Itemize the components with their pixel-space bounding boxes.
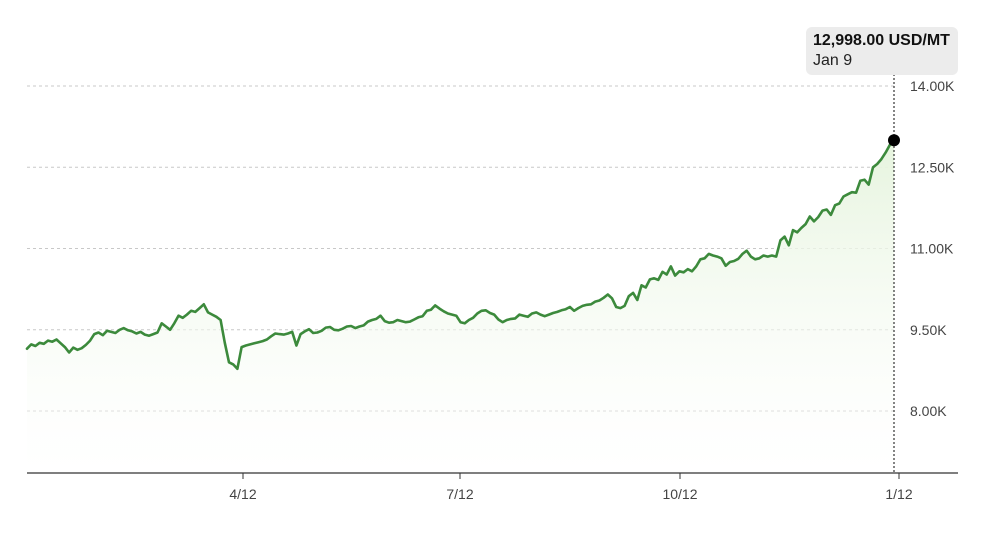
x-tick-label: 4/12	[229, 486, 256, 502]
y-tick-label: 11.00K	[910, 241, 954, 257]
x-tick-label: 1/12	[885, 486, 912, 502]
x-tick-label: 10/12	[662, 486, 697, 502]
area-fill	[27, 140, 894, 474]
price-line	[25, 139, 896, 371]
area-path	[27, 140, 894, 474]
y-tick-label: 14.00K	[910, 78, 955, 94]
y-tick-label: 8.00K	[910, 403, 947, 419]
x-tick-label: 7/12	[446, 486, 473, 502]
tooltip-value: 12,998.00 USD/MT	[813, 32, 950, 49]
y-tick-label: 12.50K	[910, 159, 955, 175]
y-axis-labels: 8.00K 9.50K 11.00K 12.50K 14.00K	[910, 78, 955, 419]
series-line	[25, 139, 896, 371]
tooltip-date: Jan 9	[813, 52, 853, 69]
x-axis-labels: 4/12 7/12 10/12 1/12	[229, 473, 913, 502]
hover-cursor	[888, 74, 900, 473]
hover-point-marker	[888, 134, 900, 147]
y-tick-label: 9.50K	[910, 322, 947, 338]
tooltip: 12,998.00 USD/MT Jan 9	[806, 27, 958, 75]
